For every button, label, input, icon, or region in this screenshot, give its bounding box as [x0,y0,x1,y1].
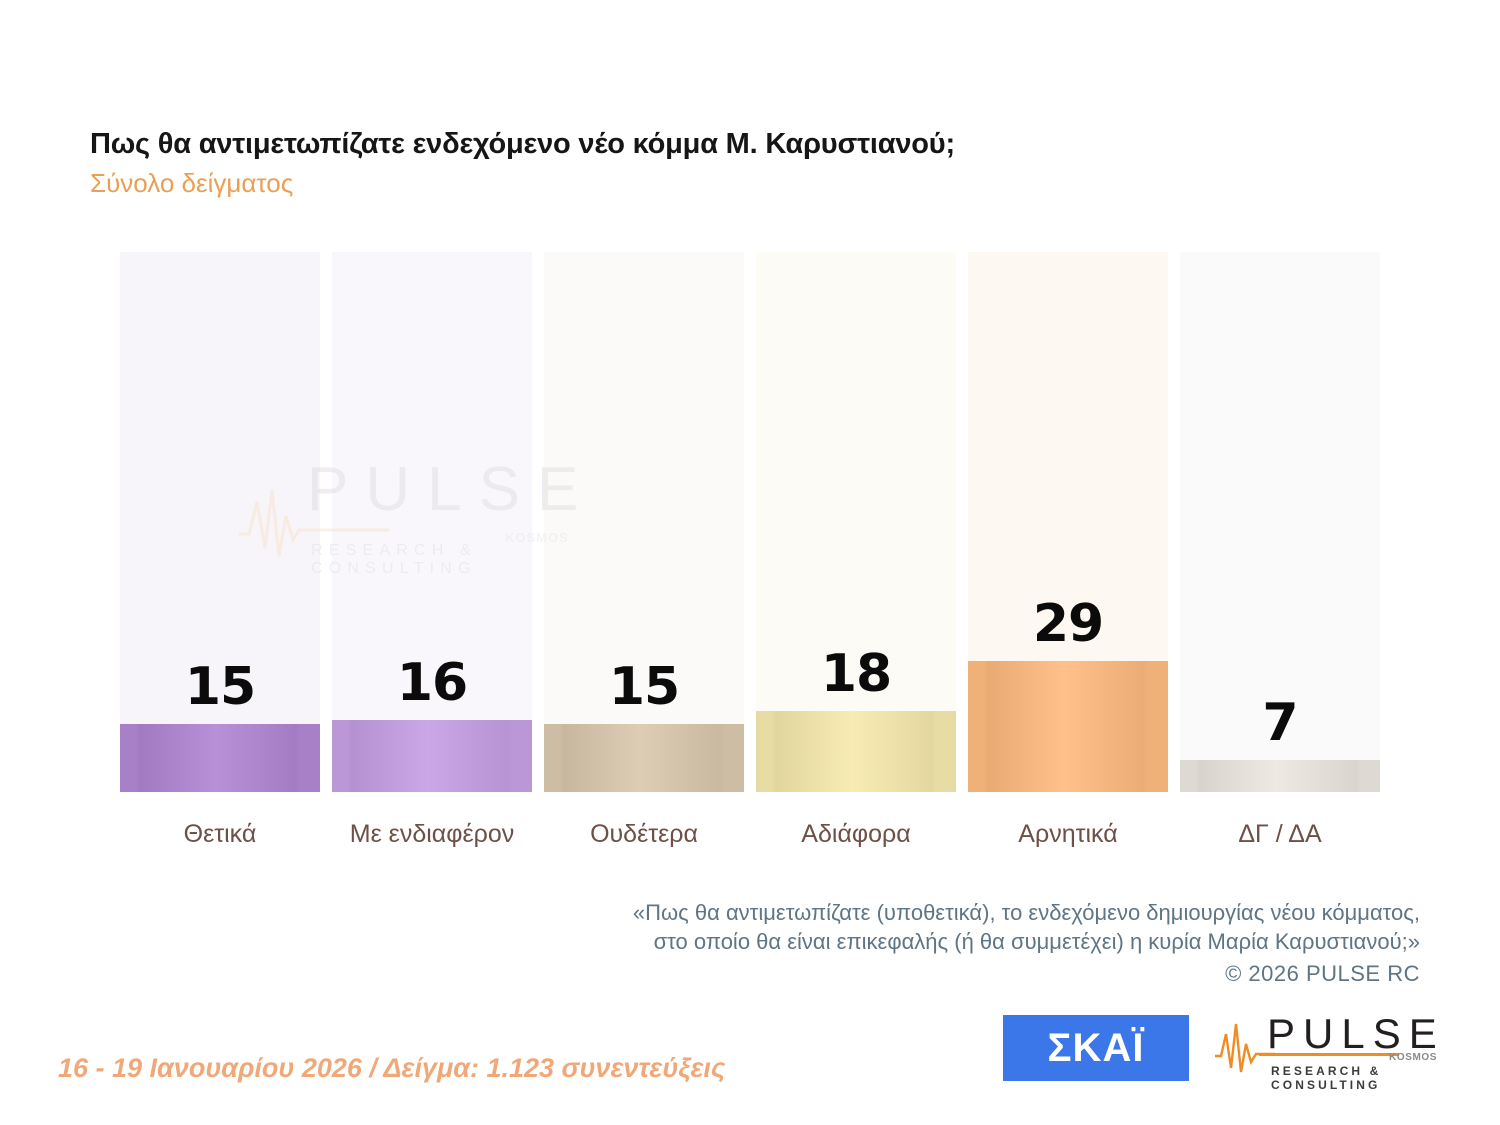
category-label: ΔΓ / ΔΑ [1238,820,1322,848]
waveform-icon [1215,1023,1275,1073]
footnote-line-1: «Πως θα αντιμετωπίζατε (υποθετικά), το ε… [632,900,1420,925]
bar-value-label: 18 [820,644,892,704]
category-label: Θετικά [183,820,257,848]
category-label: Ουδέτερα [590,820,698,848]
pulse-logo-kosmos: KOSMOS [1389,1052,1438,1063]
bar [332,720,532,792]
bar-column: 29 [968,252,1168,792]
bar-chart-plot-area: 15 16 15 18 29 7 [120,252,1380,792]
pulse-logo: PULSE KOSMOS RESEARCH & CONSULTING [1215,1010,1445,1092]
bar-column: 15 [544,252,744,792]
pulse-logo-word: PULSE [1267,1010,1445,1057]
copyright-text: © 2026 PULSE RC [1225,960,1420,986]
category-axis-labels: Θετικά Με ενδιαφέρον Ουδέτερα Αδιάφορα Αρνητ… [120,820,1380,849]
bar-column: 16 [332,252,532,792]
bar-value-label: 29 [1032,594,1104,654]
bar [756,711,956,792]
bar-column: 15 [120,252,320,792]
bar-value-label: 15 [184,657,256,717]
category-label: Αδιάφορα [801,820,911,848]
bar [1180,760,1380,792]
category-label: Αρνητικά [1018,820,1118,848]
bar-column: 7 [1180,252,1380,792]
bar [544,724,744,792]
chart-header: Πως θα αντιμετωπίζατε ενδεχόμενο νέο κόμ… [90,128,1390,199]
skai-logo: ΣΚΑΪ [1003,1015,1189,1081]
footnote-line-2: στο οποίο θα είναι επικεφαλής (ή θα συμμ… [653,929,1420,955]
question-footnote: «Πως θα αντιμετωπίζατε (υποθετικά), το ε… [460,898,1420,988]
pulse-logo-subtitle: RESEARCH & CONSULTING [1271,1064,1382,1092]
category-label: Με ενδιαφέρον [349,820,515,848]
pulse-logo-rule [1259,1053,1399,1056]
chart-subtitle: Σύνολο δείγματος [90,168,294,198]
footer-logos: ΣΚΑΪ PULSE KOSMOS RESEARCH & CONSULTING [1003,1010,1445,1092]
fieldwork-date-and-sample: 16 - 19 Ιανουαρίου 2026 / Δείγμα: 1.123 … [58,1053,726,1083]
page-title: Πως θα αντιμετωπίζατε ενδεχόμενο νέο κόμ… [90,128,955,160]
bar [120,724,320,792]
bar-value-label: 16 [396,653,468,713]
bar-value-label: 7 [1262,693,1298,753]
bar [968,661,1168,792]
bar-value-label: 15 [608,657,680,717]
skai-logo-text: ΣΚΑΪ [1047,1025,1145,1070]
bar-column: 18 [756,252,956,792]
